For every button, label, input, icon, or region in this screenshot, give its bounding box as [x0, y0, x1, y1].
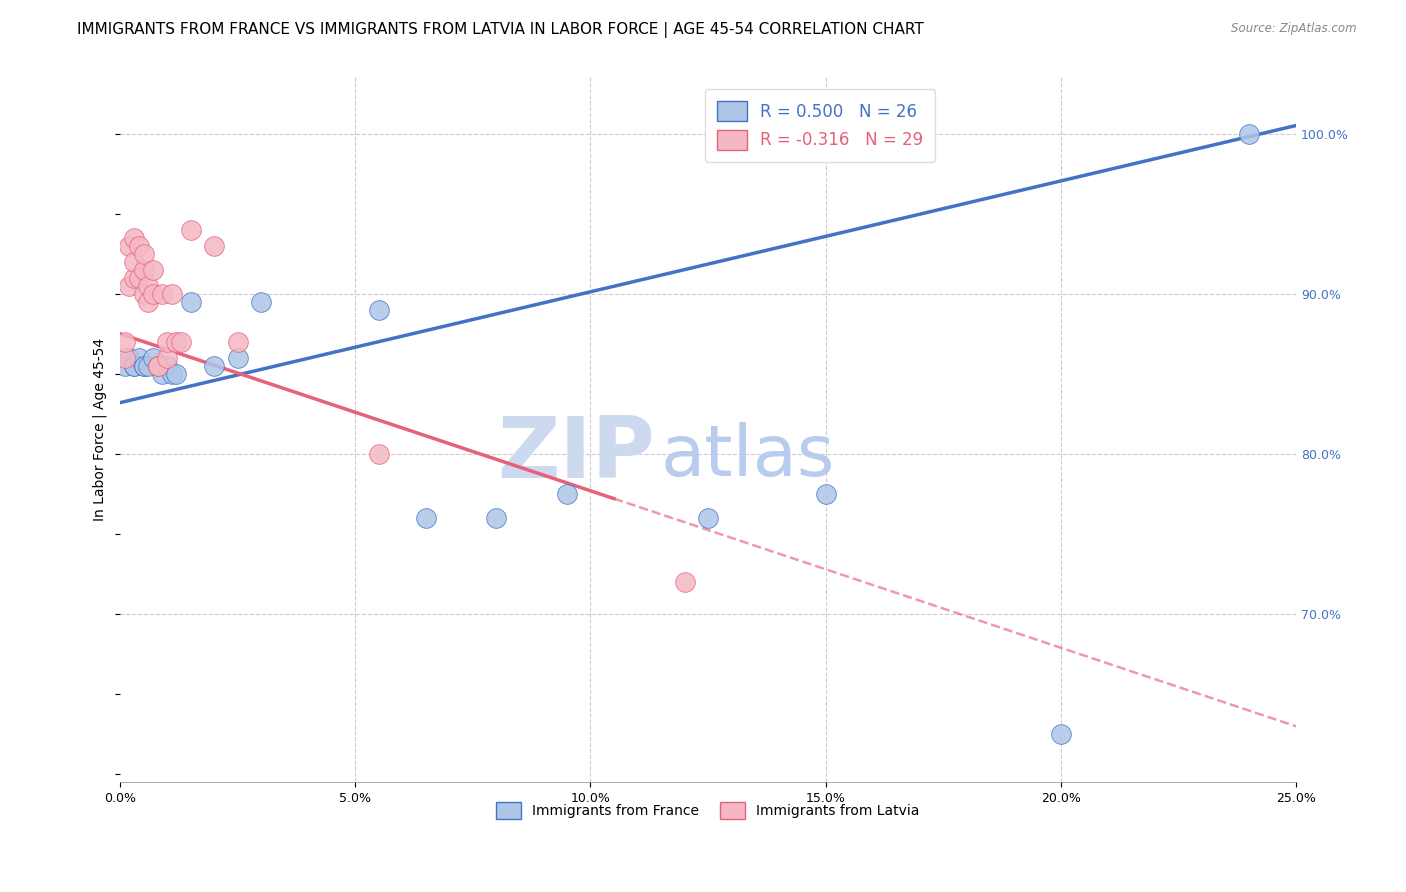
- Point: [136, 294, 159, 309]
- Point: [697, 511, 720, 525]
- Point: [160, 367, 183, 381]
- Point: [136, 359, 159, 373]
- Point: [1237, 127, 1260, 141]
- Point: [142, 286, 165, 301]
- Point: [122, 270, 145, 285]
- Point: [180, 294, 202, 309]
- Point: [673, 575, 696, 590]
- Point: [122, 230, 145, 244]
- Point: [170, 334, 193, 349]
- Point: [156, 351, 179, 365]
- Point: [132, 246, 155, 260]
- Point: [136, 278, 159, 293]
- Point: [226, 351, 249, 365]
- Y-axis label: In Labor Force | Age 45-54: In Labor Force | Age 45-54: [93, 338, 107, 522]
- Point: [114, 359, 136, 373]
- Point: [128, 351, 150, 365]
- Point: [132, 359, 155, 373]
- Point: [128, 270, 150, 285]
- Point: [367, 447, 389, 461]
- Point: [250, 294, 273, 309]
- Point: [166, 367, 188, 381]
- Point: [160, 286, 183, 301]
- Point: [122, 359, 145, 373]
- Point: [142, 351, 165, 365]
- Point: [118, 278, 141, 293]
- Point: [118, 238, 141, 252]
- Point: [118, 351, 141, 365]
- Point: [180, 222, 202, 236]
- Point: [150, 286, 173, 301]
- Legend: Immigrants from France, Immigrants from Latvia: Immigrants from France, Immigrants from …: [491, 797, 925, 825]
- Point: [485, 511, 508, 525]
- Point: [122, 359, 145, 373]
- Point: [814, 487, 837, 501]
- Point: [114, 334, 136, 349]
- Text: IMMIGRANTS FROM FRANCE VS IMMIGRANTS FROM LATVIA IN LABOR FORCE | AGE 45-54 CORR: IMMIGRANTS FROM FRANCE VS IMMIGRANTS FRO…: [77, 22, 924, 38]
- Point: [555, 487, 578, 501]
- Point: [122, 254, 145, 268]
- Point: [156, 359, 179, 373]
- Point: [156, 334, 179, 349]
- Point: [132, 262, 155, 277]
- Point: [226, 334, 249, 349]
- Point: [132, 359, 155, 373]
- Point: [132, 286, 155, 301]
- Point: [142, 262, 165, 277]
- Point: [166, 334, 188, 349]
- Point: [415, 511, 437, 525]
- Text: Source: ZipAtlas.com: Source: ZipAtlas.com: [1232, 22, 1357, 36]
- Point: [202, 359, 225, 373]
- Point: [128, 238, 150, 252]
- Point: [146, 359, 169, 373]
- Point: [114, 351, 136, 365]
- Point: [202, 238, 225, 252]
- Text: atlas: atlas: [661, 422, 835, 491]
- Text: ZIP: ZIP: [498, 413, 655, 496]
- Point: [146, 359, 169, 373]
- Point: [367, 302, 389, 317]
- Point: [1050, 727, 1073, 741]
- Point: [146, 359, 169, 373]
- Point: [150, 367, 173, 381]
